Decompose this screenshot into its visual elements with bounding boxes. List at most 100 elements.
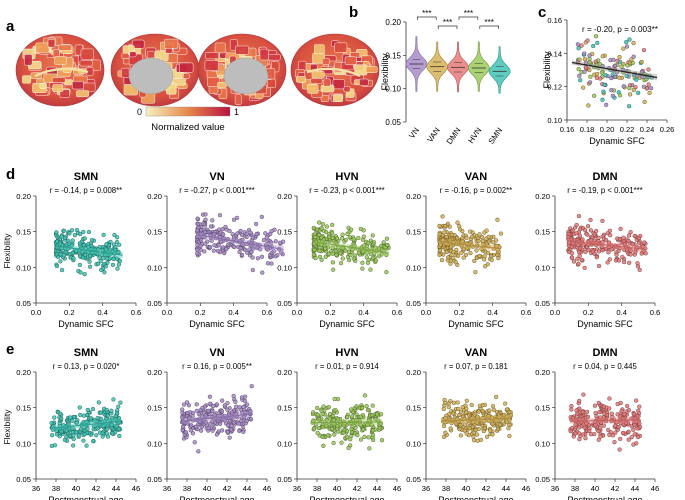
points-VN: [194, 212, 286, 275]
data-point: [607, 396, 612, 401]
data-point: [462, 422, 468, 427]
data-point: [370, 413, 375, 418]
x-tick-label: 0.2: [583, 308, 594, 317]
data-point: [105, 434, 111, 439]
data-point: [206, 408, 211, 413]
data-point: [116, 426, 122, 432]
data-point: [248, 417, 254, 422]
data-point: [311, 225, 316, 231]
data-point: [373, 258, 379, 263]
cortical-parcel: [310, 78, 323, 84]
data-point: [78, 412, 83, 418]
data-point: [368, 267, 373, 272]
data-point: [476, 409, 481, 414]
panel-title: DMN: [592, 171, 617, 183]
y-tick-label: 0.10: [277, 439, 292, 448]
fit-line: [571, 61, 658, 79]
data-point: [351, 237, 356, 242]
data-point: [464, 431, 469, 436]
data-point: [340, 232, 345, 237]
data-point: [568, 429, 573, 434]
data-point: [264, 235, 269, 240]
data-point: [243, 247, 248, 253]
data-point: [577, 431, 582, 436]
data-point: [364, 255, 369, 260]
data-point: [220, 398, 225, 403]
data-point: [330, 260, 335, 265]
data-point: [472, 412, 477, 417]
data-point: [81, 229, 86, 235]
data-point: [488, 428, 493, 433]
brain-surface-3: [197, 33, 287, 107]
data-point: [609, 87, 614, 93]
data-point: [312, 426, 317, 431]
x-tick-label: 0.2: [325, 308, 336, 317]
data-point: [448, 399, 453, 404]
data-point: [585, 232, 590, 237]
data-point: [229, 423, 234, 429]
data-point: [58, 259, 63, 264]
data-point: [582, 51, 587, 56]
data-point: [354, 404, 359, 409]
data-point: [364, 404, 369, 409]
cortical-parcel: [204, 60, 219, 71]
x-tick-label: 36: [422, 484, 430, 493]
data-point: [57, 241, 62, 246]
data-point: [585, 414, 591, 419]
x-tick-label: 42: [353, 484, 361, 493]
cortical-parcel: [83, 82, 96, 92]
data-point: [631, 427, 636, 432]
data-point: [484, 434, 490, 439]
data-point: [378, 412, 384, 417]
data-point: [344, 434, 349, 439]
scatter-panel-e-VN: 0.05 0.10 0.15 0.20 36 38 40 42 44 46 VN r = 0.16, …: [147, 347, 271, 500]
data-point: [630, 60, 635, 66]
data-point: [58, 411, 63, 416]
cortical-parcel: [129, 51, 137, 58]
category-label-SMN: SMN: [487, 126, 505, 146]
data-point: [332, 432, 337, 437]
x-axis-label: Dynamic SFC: [448, 319, 504, 329]
data-point: [347, 249, 352, 254]
y-tick-label: 0.05: [16, 475, 31, 484]
category-label-DMN: DMN: [445, 126, 463, 146]
data-point: [619, 408, 624, 414]
data-point: [468, 251, 473, 256]
data-point: [78, 270, 83, 275]
x-tick-label: 38: [313, 484, 321, 493]
data-point: [211, 403, 216, 409]
violin-HVN: [467, 41, 490, 92]
data-point: [206, 426, 211, 431]
y-tick-label: 0.15: [277, 404, 292, 413]
scatter-panel-d-HVN: 0.05 0.10 0.15 0.20 0.0 0.2 0.4 0.6 HVN r = -0.23…: [277, 171, 402, 329]
stat-annotation: r = -0.23, p < 0.001***: [309, 186, 384, 195]
data-point: [101, 232, 106, 238]
data-point: [116, 404, 121, 409]
data-point: [98, 410, 104, 415]
data-point: [183, 430, 189, 435]
data-point: [626, 408, 632, 413]
fit-line: [55, 245, 123, 256]
data-point: [637, 267, 642, 272]
data-point: [582, 227, 588, 233]
data-point: [591, 43, 596, 49]
data-point: [628, 230, 633, 235]
x-tick-label: 40: [203, 484, 211, 493]
data-point: [634, 398, 639, 403]
data-point: [356, 235, 361, 241]
data-point: [358, 414, 363, 419]
data-point: [477, 253, 482, 259]
x-axis-label: Postmenstrual age: [48, 495, 123, 500]
data-point: [323, 254, 328, 259]
data-point: [577, 233, 582, 238]
data-point: [214, 402, 220, 407]
data-point: [361, 234, 366, 239]
x-axis-label: Dynamic SFC: [58, 319, 114, 329]
data-point: [113, 244, 118, 250]
data-point: [612, 63, 618, 68]
y-tick-label: 0.10: [406, 439, 421, 448]
data-point: [54, 252, 59, 257]
data-point: [379, 438, 385, 443]
cortical-parcel: [259, 48, 269, 61]
data-point: [455, 220, 460, 225]
